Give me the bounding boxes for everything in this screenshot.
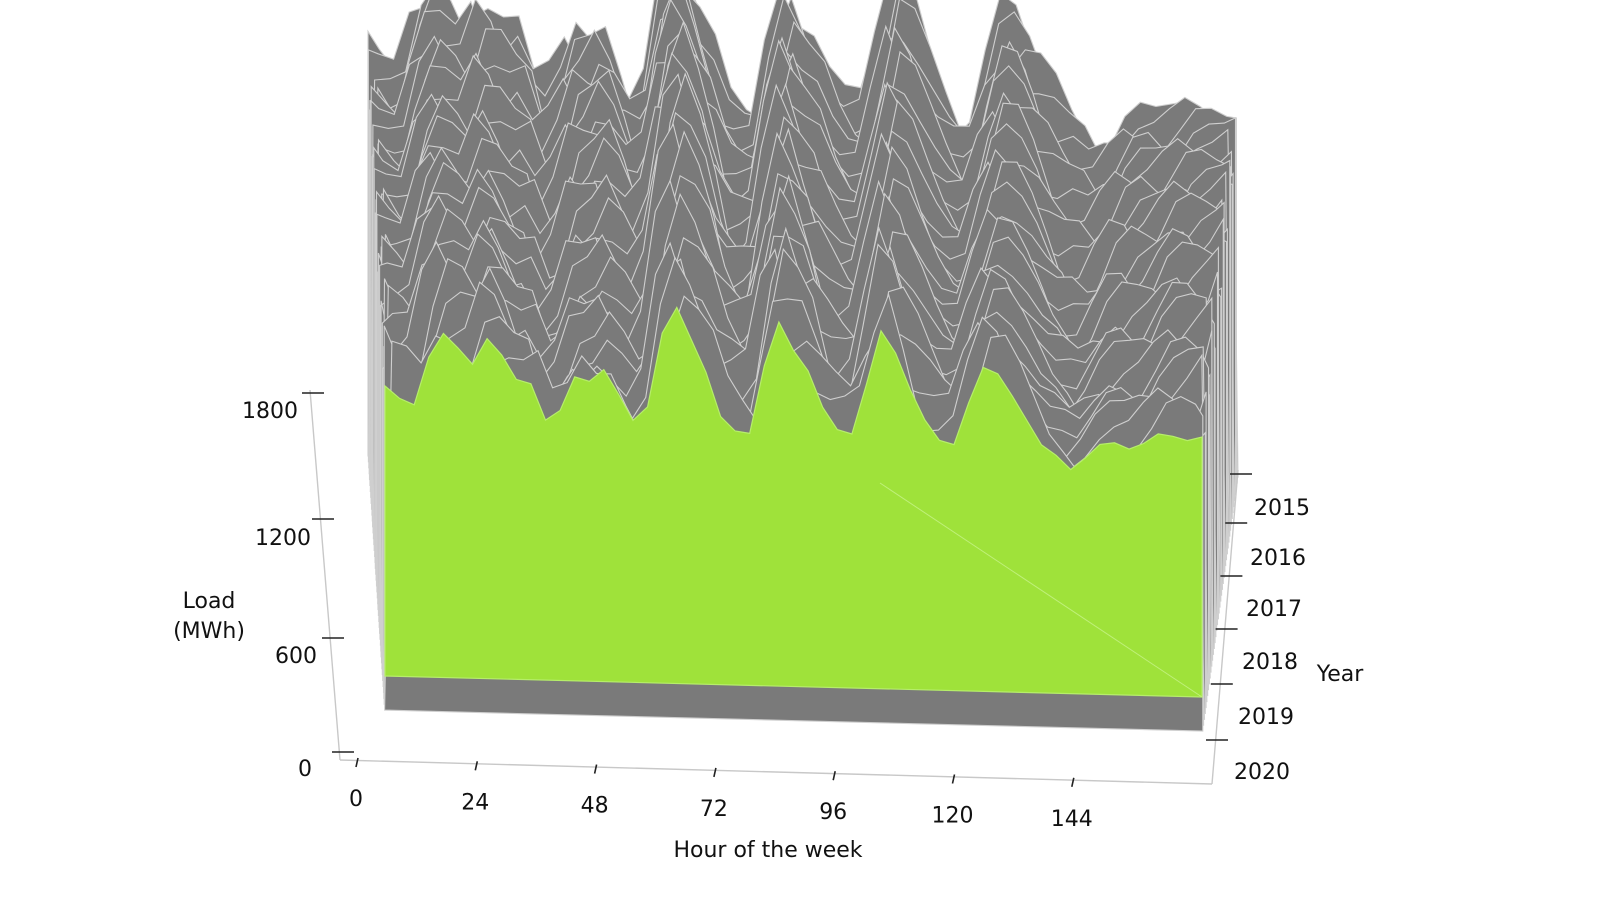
year-tick-label: 2015 xyxy=(1254,496,1310,521)
x-tick-mark xyxy=(832,771,836,781)
highlight-series-area xyxy=(384,306,1203,698)
x-tick-label: 144 xyxy=(1051,807,1093,832)
y-axis-label: Load xyxy=(183,589,236,614)
x-tick-label: 24 xyxy=(461,790,489,815)
x-tick-label: 120 xyxy=(932,804,974,829)
x-tick-mark xyxy=(593,764,598,774)
y-axis-line xyxy=(309,389,341,761)
year-axis-label: Year xyxy=(1316,662,1365,687)
x-tick-mark xyxy=(1071,777,1075,787)
y-tick-label: 600 xyxy=(275,644,317,669)
x-tick-mark xyxy=(474,761,479,771)
y-tick-label: 1800 xyxy=(242,399,298,424)
axes-layer: 0 600 1200 1800 Load (MWh) 0 24 48 72 96 120 144 Hour… xyxy=(173,389,1365,863)
x-tick-mark xyxy=(355,757,359,768)
y-tick-label: 1200 xyxy=(255,526,311,551)
x-tick-mark xyxy=(713,767,717,778)
x-tick-label: 96 xyxy=(819,800,847,825)
highlight-year-layer xyxy=(384,306,1203,698)
x-axis-label: Hour of the week xyxy=(673,838,862,863)
y-axis-label: (MWh) xyxy=(173,619,245,644)
highlight-diagonal-edge xyxy=(879,482,1203,698)
year-tick-label: 2017 xyxy=(1246,597,1302,622)
year-tick-label: 2018 xyxy=(1242,650,1298,675)
x-tick-label: 48 xyxy=(581,794,609,819)
year-tick-label: 2020 xyxy=(1234,760,1290,785)
year-tick-label: 2016 xyxy=(1250,546,1306,571)
x-tick-mark xyxy=(951,774,956,784)
x-axis-line xyxy=(339,759,1213,785)
x-tick-label: 0 xyxy=(349,787,363,812)
year-tick-label: 2019 xyxy=(1238,705,1294,730)
y-tick-label: 0 xyxy=(298,757,312,782)
x-tick-label: 72 xyxy=(700,797,728,822)
